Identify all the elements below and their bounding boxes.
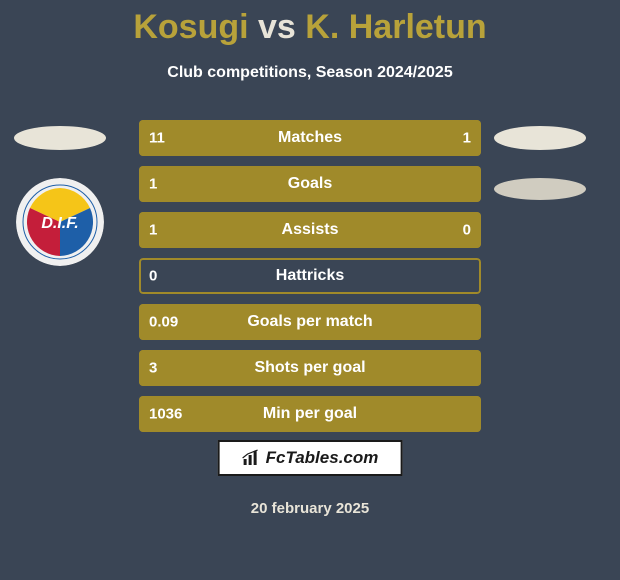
stat-row: 3 Shots per goal xyxy=(139,350,481,386)
stat-value-right: 1 xyxy=(463,130,471,147)
date-label: 20 february 2025 xyxy=(0,500,620,517)
stats-bars: 111Matches1Goals10Assists0Hattricks0.09G… xyxy=(139,120,481,442)
right-team-shape-top xyxy=(494,126,586,150)
stat-label: Shots per goal xyxy=(254,359,365,377)
stat-fill-left xyxy=(139,212,406,248)
stat-label: Hattricks xyxy=(276,267,344,285)
stat-row: 1 0 Assists xyxy=(139,212,481,248)
stat-row: 1 Goals xyxy=(139,166,481,202)
stat-value-right: 0 xyxy=(463,222,471,239)
left-team-shape xyxy=(14,126,106,150)
stat-row: 111Matches xyxy=(139,120,481,156)
stat-value-left: 1036 xyxy=(149,406,182,423)
stat-fill-left xyxy=(139,120,406,156)
stat-value-left: 11 xyxy=(149,130,165,147)
player2-name: K. Harletun xyxy=(305,8,486,46)
comparison-title: Kosugi vs K. Harletun xyxy=(0,8,620,47)
stat-label: Min per goal xyxy=(263,405,357,423)
logo-text: FcTables.com xyxy=(266,448,379,468)
stat-row: 0.09 Goals per match xyxy=(139,304,481,340)
stat-value-left: 0 xyxy=(149,268,157,285)
right-team-shape-bottom xyxy=(494,178,586,200)
club-badge: D.I.F. xyxy=(16,178,104,266)
stat-value-left: 1 xyxy=(149,222,157,239)
stat-row: 1036 Min per goal xyxy=(139,396,481,432)
stat-value-left: 1 xyxy=(149,176,157,193)
stat-row: 0 Hattricks xyxy=(139,258,481,294)
fctables-logo: FcTables.com xyxy=(218,440,403,476)
stat-label: Goals xyxy=(288,175,332,193)
stat-value-left: 3 xyxy=(149,360,157,377)
svg-text:D.I.F.: D.I.F. xyxy=(41,215,78,232)
chart-icon xyxy=(242,449,260,467)
stat-label: Assists xyxy=(282,221,339,239)
stat-value-left: 0.09 xyxy=(149,314,178,331)
vs-separator: vs xyxy=(258,8,296,46)
subtitle: Club competitions, Season 2024/2025 xyxy=(0,64,620,82)
stat-label: Goals per match xyxy=(247,313,372,331)
stat-label: Matches xyxy=(278,129,342,147)
player1-name: Kosugi xyxy=(133,8,248,46)
